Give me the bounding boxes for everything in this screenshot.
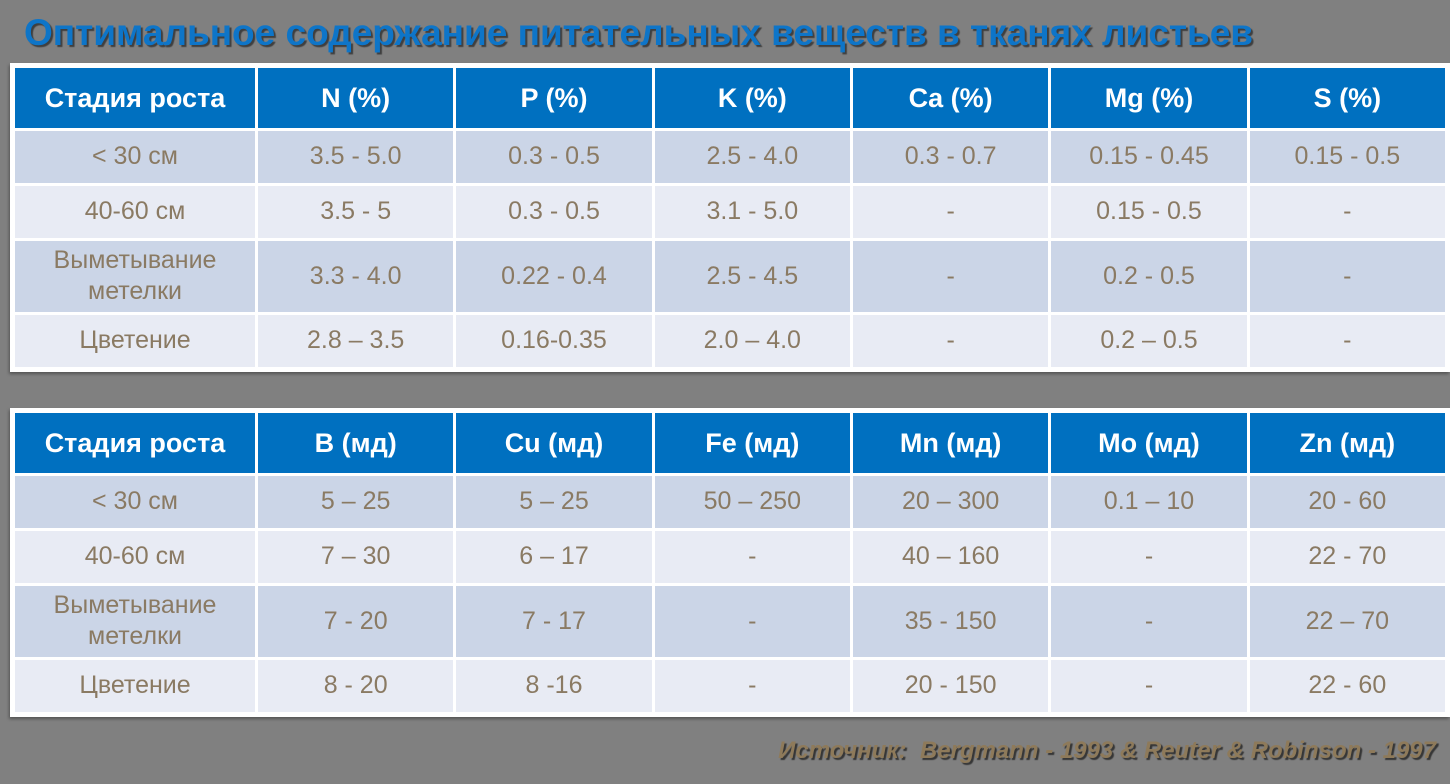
growth-stage-cell: 40-60 см bbox=[15, 186, 255, 238]
nutrient-column-header: P (%) bbox=[456, 68, 652, 128]
header-row: Стадия роста B (мд) Cu (мд) Fe (мд) Mn (мд) M… bbox=[15, 413, 1445, 473]
micronutrients-table-header: Стадия роста B (мд) Cu (мд) Fe (мд) Mn (мд) M… bbox=[15, 413, 1445, 473]
table-row: < 30 см 3.5 - 5.0 0.3 - 0.5 2.5 - 4.0 0.3 - … bbox=[15, 131, 1445, 183]
table-row: 40-60 см 7 – 30 6 – 17-40 – 160-22 - 70 bbox=[15, 531, 1445, 583]
table-row: Выметывание метелки 7 - 20 7 - 17-35 - 150… bbox=[15, 586, 1445, 657]
growth-stage-cell: < 30 см bbox=[15, 131, 255, 183]
value-cell: 22 – 70 bbox=[1249, 586, 1445, 657]
value-cell: 6 – 17 bbox=[456, 531, 652, 583]
stage-column-header: Стадия роста bbox=[15, 413, 255, 473]
value-cell: - bbox=[852, 314, 1049, 367]
value-cell: 0.15 - 0.45 bbox=[1051, 131, 1247, 183]
page-title: Оптимальное содержание питательных вещес… bbox=[24, 12, 1254, 53]
value-cell: 8 - 20 bbox=[258, 659, 454, 712]
value-cell: 40 – 160 bbox=[852, 531, 1049, 583]
value-cell: 20 – 300 bbox=[852, 476, 1049, 528]
value-cell: 7 – 30 bbox=[258, 531, 454, 583]
value-cell: 0.16-0.35 bbox=[456, 314, 652, 367]
growth-stage-cell: 40-60 см bbox=[15, 531, 255, 583]
macronutrients-table: Стадия роста N (%) P (%) K (%) Ca (%) Mg (%) S… bbox=[10, 63, 1450, 372]
stage-column-header: Стадия роста bbox=[15, 68, 255, 128]
value-cell: 2.5 - 4.5 bbox=[654, 241, 850, 312]
value-cell: 8 -16 bbox=[456, 659, 652, 712]
nutrient-column-header: K (%) bbox=[654, 68, 850, 128]
source-label: Источник: bbox=[778, 737, 907, 764]
value-cell: 20 - 60 bbox=[1249, 476, 1445, 528]
value-cell: 3.3 - 4.0 bbox=[258, 241, 454, 312]
source-spacer bbox=[907, 737, 920, 764]
value-cell: - bbox=[654, 586, 850, 657]
macronutrients-table-body: < 30 см 3.5 - 5.0 0.3 - 0.5 2.5 - 4.0 0.3 - … bbox=[15, 131, 1445, 367]
value-cell: - bbox=[1051, 659, 1247, 712]
growth-stage-cell: < 30 см bbox=[15, 476, 255, 528]
value-cell: 0.15 - 0.5 bbox=[1051, 186, 1247, 238]
header-row: Стадия роста N (%) P (%) K (%) Ca (%) Mg (%) S… bbox=[15, 68, 1445, 128]
value-cell: 0.15 - 0.5 bbox=[1249, 131, 1445, 183]
value-cell: - bbox=[852, 241, 1049, 312]
nutrient-column-header: Cu (мд) bbox=[456, 413, 652, 473]
value-cell: 3.5 - 5 bbox=[258, 186, 454, 238]
value-cell: 50 – 250 bbox=[654, 476, 850, 528]
nutrient-column-header: Zn (мд) bbox=[1249, 413, 1445, 473]
macronutrients-table-header: Стадия роста N (%) P (%) K (%) Ca (%) Mg (%) S… bbox=[15, 68, 1445, 128]
value-cell: 0.2 - 0.5 bbox=[1051, 241, 1247, 312]
nutrient-column-header: Fe (мд) bbox=[654, 413, 850, 473]
growth-stage-cell: Выметывание метелки bbox=[15, 586, 255, 657]
table-row: < 30 см 5 – 25 5 – 25 50 – 250 20 – 300 0.1 –… bbox=[15, 476, 1445, 528]
value-cell: - bbox=[1051, 586, 1247, 657]
value-cell: - bbox=[1051, 531, 1247, 583]
value-cell: 35 - 150 bbox=[852, 586, 1049, 657]
value-cell: 0.2 – 0.5 bbox=[1051, 314, 1247, 367]
value-cell: 0.22 - 0.4 bbox=[456, 241, 652, 312]
source-text: Bergmann - 1993 & Reuter & Robinson - 19… bbox=[919, 737, 1436, 764]
value-cell: 0.3 - 0.5 bbox=[456, 131, 652, 183]
nutrient-column-header: S (%) bbox=[1249, 68, 1445, 128]
table-row: Цветение 8 - 20 8 -16-20 - 150-22 - 60 bbox=[15, 659, 1445, 712]
value-cell: - bbox=[852, 186, 1049, 238]
value-cell: - bbox=[654, 531, 850, 583]
value-cell: - bbox=[654, 659, 850, 712]
value-cell: 3.5 - 5.0 bbox=[258, 131, 454, 183]
nutrient-column-header: B (мд) bbox=[258, 413, 454, 473]
value-cell: 7 - 20 bbox=[258, 586, 454, 657]
value-cell: 22 - 60 bbox=[1249, 659, 1445, 712]
table-row: Цветение 2.8 – 3.5 0.16-0.35 2.0 – 4.0-0.2 … bbox=[15, 314, 1445, 367]
value-cell: 0.3 - 0.5 bbox=[456, 186, 652, 238]
value-cell: 2.0 – 4.0 bbox=[654, 314, 850, 367]
source-citation: Источник: Bergmann - 1993 & Reuter & Rob… bbox=[778, 737, 1436, 765]
value-cell: 22 - 70 bbox=[1249, 531, 1445, 583]
table-row: Выметывание метелки 3.3 - 4.0 0.22 - 0.4 2.… bbox=[15, 241, 1445, 312]
nutrient-column-header: Mg (%) bbox=[1051, 68, 1247, 128]
value-cell: 20 - 150 bbox=[852, 659, 1049, 712]
value-cell: - bbox=[1249, 241, 1445, 312]
value-cell: 2.5 - 4.0 bbox=[654, 131, 850, 183]
table-row: 40-60 см 3.5 - 5 0.3 - 0.5 3.1 - 5.0-0.15 -… bbox=[15, 186, 1445, 238]
growth-stage-cell: Выметывание метелки bbox=[15, 241, 255, 312]
value-cell: 2.8 – 3.5 bbox=[258, 314, 454, 367]
growth-stage-cell: Цветение bbox=[15, 314, 255, 367]
value-cell: 7 - 17 bbox=[456, 586, 652, 657]
value-cell: - bbox=[1249, 186, 1445, 238]
micronutrients-table-body: < 30 см 5 – 25 5 – 25 50 – 250 20 – 300 0.1 –… bbox=[15, 476, 1445, 712]
micronutrients-table: Стадия роста B (мд) Cu (мд) Fe (мд) Mn (мд) M… bbox=[10, 408, 1450, 717]
nutrient-column-header: Ca (%) bbox=[852, 68, 1049, 128]
value-cell: 5 – 25 bbox=[456, 476, 652, 528]
value-cell: 3.1 - 5.0 bbox=[654, 186, 850, 238]
value-cell: 0.1 – 10 bbox=[1051, 476, 1247, 528]
nutrient-column-header: Mo (мд) bbox=[1051, 413, 1247, 473]
value-cell: 0.3 - 0.7 bbox=[852, 131, 1049, 183]
growth-stage-cell: Цветение bbox=[15, 659, 255, 712]
nutrient-column-header: Mn (мд) bbox=[852, 413, 1049, 473]
nutrient-column-header: N (%) bbox=[258, 68, 454, 128]
value-cell: 5 – 25 bbox=[258, 476, 454, 528]
value-cell: - bbox=[1249, 314, 1445, 367]
